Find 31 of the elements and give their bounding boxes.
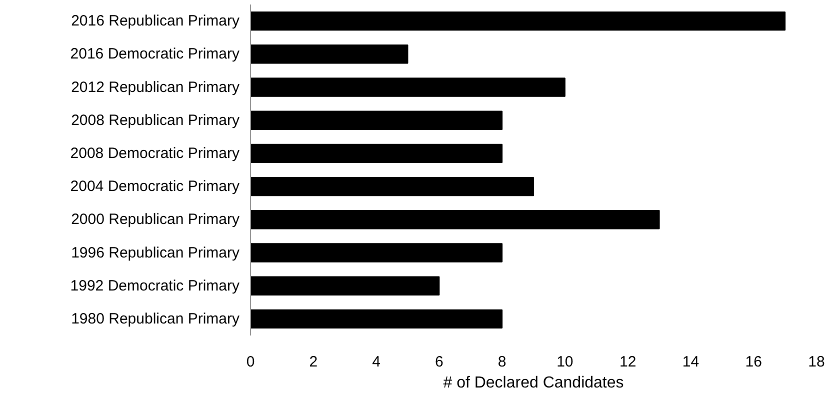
y-tick-label: 2012 Republican Primary: [71, 78, 240, 96]
bar: [250, 11, 786, 31]
x-tick-label: 8: [498, 354, 506, 370]
y-tick-label: 2008 Republican Primary: [71, 112, 240, 129]
x-tick-label: 6: [434, 354, 444, 370]
y-tick-label: 2004 Democratic Primary: [70, 178, 240, 196]
bar: [250, 44, 408, 64]
bar: [250, 210, 660, 230]
bar: [250, 176, 534, 196]
x-tick-label: 4: [372, 354, 380, 370]
y-tick-label: 1992 Democratic Primary: [70, 277, 240, 294]
bar: [250, 144, 503, 164]
x-tick-label: 18: [808, 354, 825, 370]
bar: [250, 309, 503, 329]
bar: [250, 110, 503, 130]
x-tick-label: 2: [309, 354, 318, 370]
y-tick-label: 2008 Democratic Primary: [70, 144, 240, 162]
bar: [250, 78, 566, 97]
x-tick-label: 10: [556, 354, 574, 370]
y-tick-label: 2016 Democratic Primary: [70, 46, 240, 63]
x-tick-label: 0: [246, 354, 255, 370]
y-tick-label: 1980 Republican Primary: [71, 310, 240, 328]
x-axis-title: # of Declared Candidates: [443, 374, 624, 392]
y-tick-label: 1996 Republican Primary: [71, 244, 240, 262]
y-tick-label: 2000 Republican Primary: [71, 211, 240, 228]
x-tick-label: 14: [682, 354, 700, 370]
x-tick-label: 16: [745, 354, 762, 370]
bar: [250, 243, 503, 262]
y-tick-label: 2016 Republican Primary: [71, 12, 240, 30]
bar: [250, 276, 440, 296]
x-tick-label: 12: [619, 354, 636, 370]
